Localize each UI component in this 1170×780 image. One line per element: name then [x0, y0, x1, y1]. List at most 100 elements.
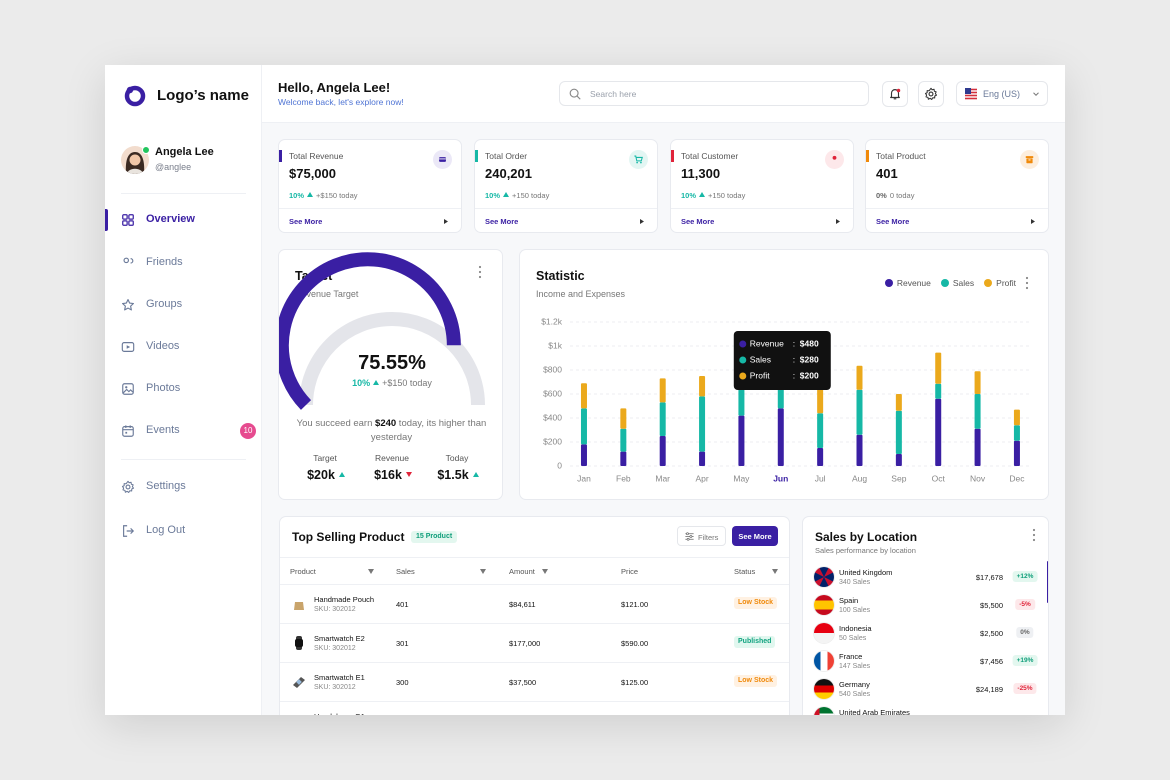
card-glyph — [1025, 156, 1034, 164]
see-more-text[interactable]: See More — [876, 216, 910, 226]
notification-button[interactable] — [882, 81, 908, 107]
nav-item[interactable]: Settings — [105, 474, 262, 500]
trend-up-icon-shape — [307, 192, 314, 197]
see-more-text[interactable]: See More — [485, 216, 519, 226]
nav-icon-part — [122, 220, 128, 226]
nav-icon-part — [125, 431, 128, 434]
legend-swatch — [884, 279, 893, 287]
avatar — [121, 146, 149, 174]
x-tick-label: May — [733, 473, 750, 483]
sales-location-card: Sales by Location Sales performance by lo… — [802, 516, 1049, 715]
gauge-change: 10% — [352, 377, 371, 388]
cell-price: $125.00 — [621, 677, 649, 687]
cell-amount: $84,611 — [509, 599, 536, 609]
bar-segment — [659, 436, 666, 466]
more-menu[interactable] — [478, 265, 482, 279]
search-icon — [569, 88, 581, 100]
legend-item: Profit — [984, 277, 1016, 289]
country-sales: 340 Sales — [839, 578, 871, 586]
nav-label[interactable]: Settings — [146, 480, 186, 493]
settings-button[interactable] — [918, 81, 944, 107]
bar-segment — [856, 365, 863, 390]
nav-icon-part — [128, 214, 134, 220]
see-more-button[interactable]: See More — [732, 526, 778, 546]
menu-dot — [1025, 281, 1029, 285]
nav-label[interactable]: Friends — [146, 256, 183, 269]
nav-item[interactable]: Events 10 — [105, 418, 262, 444]
language-label[interactable]: Eng (US) — [983, 88, 1021, 99]
legend-label: Sales — [952, 278, 975, 288]
nav-label[interactable]: Videos — [146, 340, 180, 353]
nav-icon-part — [122, 425, 134, 431]
country-amount: $2,500 — [980, 628, 1003, 638]
filters-button[interactable]: Filters — [677, 526, 726, 546]
filter-icon-part — [686, 532, 689, 536]
card-accent — [279, 150, 282, 162]
flag-stripe — [965, 97, 977, 100]
language-selector[interactable]: Eng (US) — [956, 81, 1048, 106]
tooltip-series: Profit — [750, 370, 770, 380]
nav-label[interactable]: Groups — [146, 298, 183, 311]
see-more-text[interactable]: See More — [289, 216, 323, 226]
nav-label[interactable]: Events — [146, 424, 180, 437]
filters-label[interactable]: Filters — [698, 532, 719, 542]
nav-item[interactable]: Friends — [105, 250, 262, 276]
x-tick-label: Jan — [577, 473, 591, 483]
stat-value: $1.5k — [437, 467, 469, 482]
card-value: 240,201 — [485, 166, 532, 182]
search-placeholder[interactable]: Search here — [590, 88, 637, 99]
see-more-text[interactable]: See More — [681, 216, 715, 226]
divider — [121, 193, 246, 194]
country-flag — [814, 679, 834, 699]
see-more-link[interactable]: See More — [866, 209, 1048, 232]
bar-segment — [817, 413, 824, 448]
bell-icon-part — [896, 88, 901, 93]
see-more-link[interactable]: See More — [279, 209, 461, 232]
nav-item[interactable]: Videos — [105, 334, 262, 360]
arrow-icon-shape — [1031, 219, 1035, 224]
country-flag — [814, 567, 834, 587]
bar-segment — [935, 383, 942, 399]
card-glyph-part — [439, 158, 446, 160]
x-tick-label: Feb — [616, 473, 631, 483]
nav-label[interactable]: Log Out — [146, 524, 186, 537]
search-box[interactable]: Search here — [559, 81, 869, 106]
nav-item[interactable]: Photos — [105, 376, 262, 402]
more-menu[interactable] — [1032, 528, 1036, 542]
trend-up-icon-shape — [699, 192, 706, 197]
nav-icon-part — [126, 527, 135, 535]
see-more-link[interactable]: See More — [475, 209, 657, 232]
card-accent — [475, 150, 478, 162]
nav-item[interactable]: Overview — [105, 207, 262, 233]
nav-item[interactable]: Log Out — [105, 518, 262, 544]
x-tick-label: Jul — [815, 473, 826, 483]
country-name: United Kingdom — [839, 567, 893, 577]
divider — [866, 208, 1048, 209]
cell-price: $121.00 — [621, 599, 649, 609]
nav-icon-part — [122, 299, 134, 311]
divider — [280, 701, 789, 702]
more-menu[interactable] — [1025, 276, 1029, 290]
bar-segment — [1013, 440, 1020, 466]
arrow-icon — [444, 219, 448, 224]
card-icon — [433, 150, 452, 169]
filter-icon-part — [689, 535, 693, 538]
nav-label[interactable]: Photos — [146, 382, 181, 395]
column-header: Sales — [396, 566, 415, 576]
stat-card: Total Order 240,201 10% +150 today See More — [474, 139, 658, 233]
bar-segment — [974, 394, 981, 429]
see-more-link[interactable]: See More — [671, 209, 853, 232]
card-subtitle: Sales performance by location — [815, 545, 916, 555]
divider — [280, 584, 789, 585]
menu-dot — [478, 275, 482, 279]
nav-item[interactable]: Groups — [105, 292, 262, 318]
see-more-label[interactable]: See More — [738, 531, 772, 541]
menu-dot — [1025, 276, 1029, 280]
nav-label[interactable]: Overview — [146, 213, 195, 226]
country-sales: 50 Sales — [839, 634, 867, 642]
x-tick-label: Dec — [1009, 473, 1025, 483]
chevron-part — [1033, 92, 1039, 96]
target-message: You succeed earn $240 today, its higher … — [294, 417, 489, 445]
y-tick-label: $200 — [543, 436, 562, 446]
